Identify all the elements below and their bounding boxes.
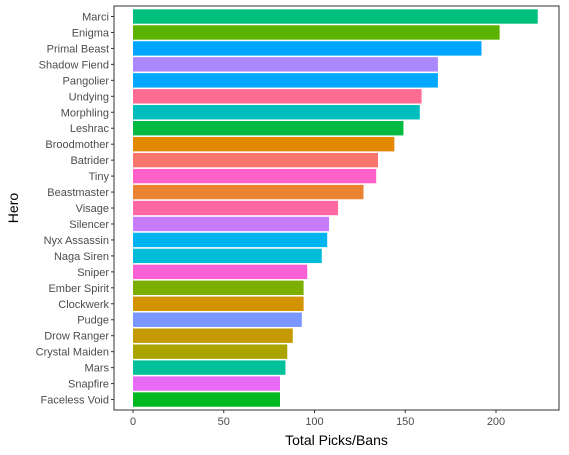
bar-crystal-maiden (133, 344, 288, 359)
y-tick-label: Faceless Void (41, 395, 109, 407)
bar-batrider (133, 152, 379, 168)
bar-tiny (133, 168, 377, 184)
y-tick-label: Nyx Assassin (44, 235, 109, 247)
y-tick-label: Tiny (89, 171, 110, 183)
bar-broodmother (133, 136, 395, 152)
x-axis-title: Total Picks/Bans (285, 432, 388, 448)
y-tick-label: Shadow Fiend (39, 59, 109, 71)
y-tick-label: Drow Ranger (44, 331, 109, 343)
x-axis: 0 50 100 150 200 (130, 410, 505, 428)
y-tick-label: Visage (76, 203, 109, 215)
bar-nyx-assassin (133, 232, 328, 248)
y-tick-label: Crystal Maiden (36, 347, 109, 359)
y-tick-label: Primal Beast (47, 43, 109, 55)
bar-leshrac (133, 121, 404, 136)
y-tick-label: Naga Siren (54, 251, 109, 263)
y-axis: Marci Enigma Primal Beast Shadow Fiend Pango… (36, 12, 114, 407)
y-tick-label: Pudge (77, 315, 109, 327)
bar-snapfire (133, 376, 281, 391)
x-tick-label: 100 (305, 416, 323, 428)
y-tick-label: Marci (82, 12, 109, 24)
y-tick-label: Ember Spirit (48, 283, 109, 295)
y-tick-label: Silencer (69, 219, 109, 231)
y-axis-title: Hero (5, 193, 21, 224)
bar-undying (133, 89, 422, 104)
bar-marci (133, 9, 538, 24)
x-tick-label: 150 (396, 416, 414, 428)
y-tick-label: Beastmaster (47, 187, 109, 199)
bar-ember-spirit (133, 280, 304, 296)
bar-pudge (133, 312, 302, 327)
bar-drow-ranger (133, 328, 293, 343)
bar-primal-beast (133, 41, 482, 56)
x-tick-label: 200 (487, 416, 505, 428)
y-tick-label: Undying (69, 91, 109, 103)
bar-visage (133, 200, 339, 216)
bar-pangolier (133, 73, 438, 88)
bar-clockwerk (133, 296, 304, 311)
y-tick-label: Leshrac (70, 123, 110, 135)
y-tick-label: Morphling (61, 107, 109, 119)
y-tick-label: Enigma (72, 27, 110, 39)
y-tick-label: Clockwerk (58, 299, 109, 311)
y-tick-label: Batrider (70, 155, 109, 167)
bar-shadow-fiend (133, 57, 438, 72)
y-tick-label: Sniper (77, 267, 109, 279)
bar-silencer (133, 216, 330, 232)
y-tick-label: Pangolier (63, 75, 110, 87)
bar-naga-siren (133, 248, 322, 264)
bar-faceless-void (133, 392, 281, 407)
y-tick-label: Broodmother (45, 139, 109, 151)
x-tick-label: 50 (218, 416, 230, 428)
bar-mars (133, 360, 286, 375)
y-tick-label: Snapfire (68, 379, 109, 391)
bars-group (133, 9, 538, 407)
bar-enigma (133, 25, 500, 40)
bar-beastmaster (133, 184, 364, 200)
x-tick-label: 0 (130, 416, 136, 428)
y-tick-label: Mars (85, 363, 110, 375)
bar-sniper (133, 264, 308, 280)
bar-morphling (133, 105, 420, 120)
